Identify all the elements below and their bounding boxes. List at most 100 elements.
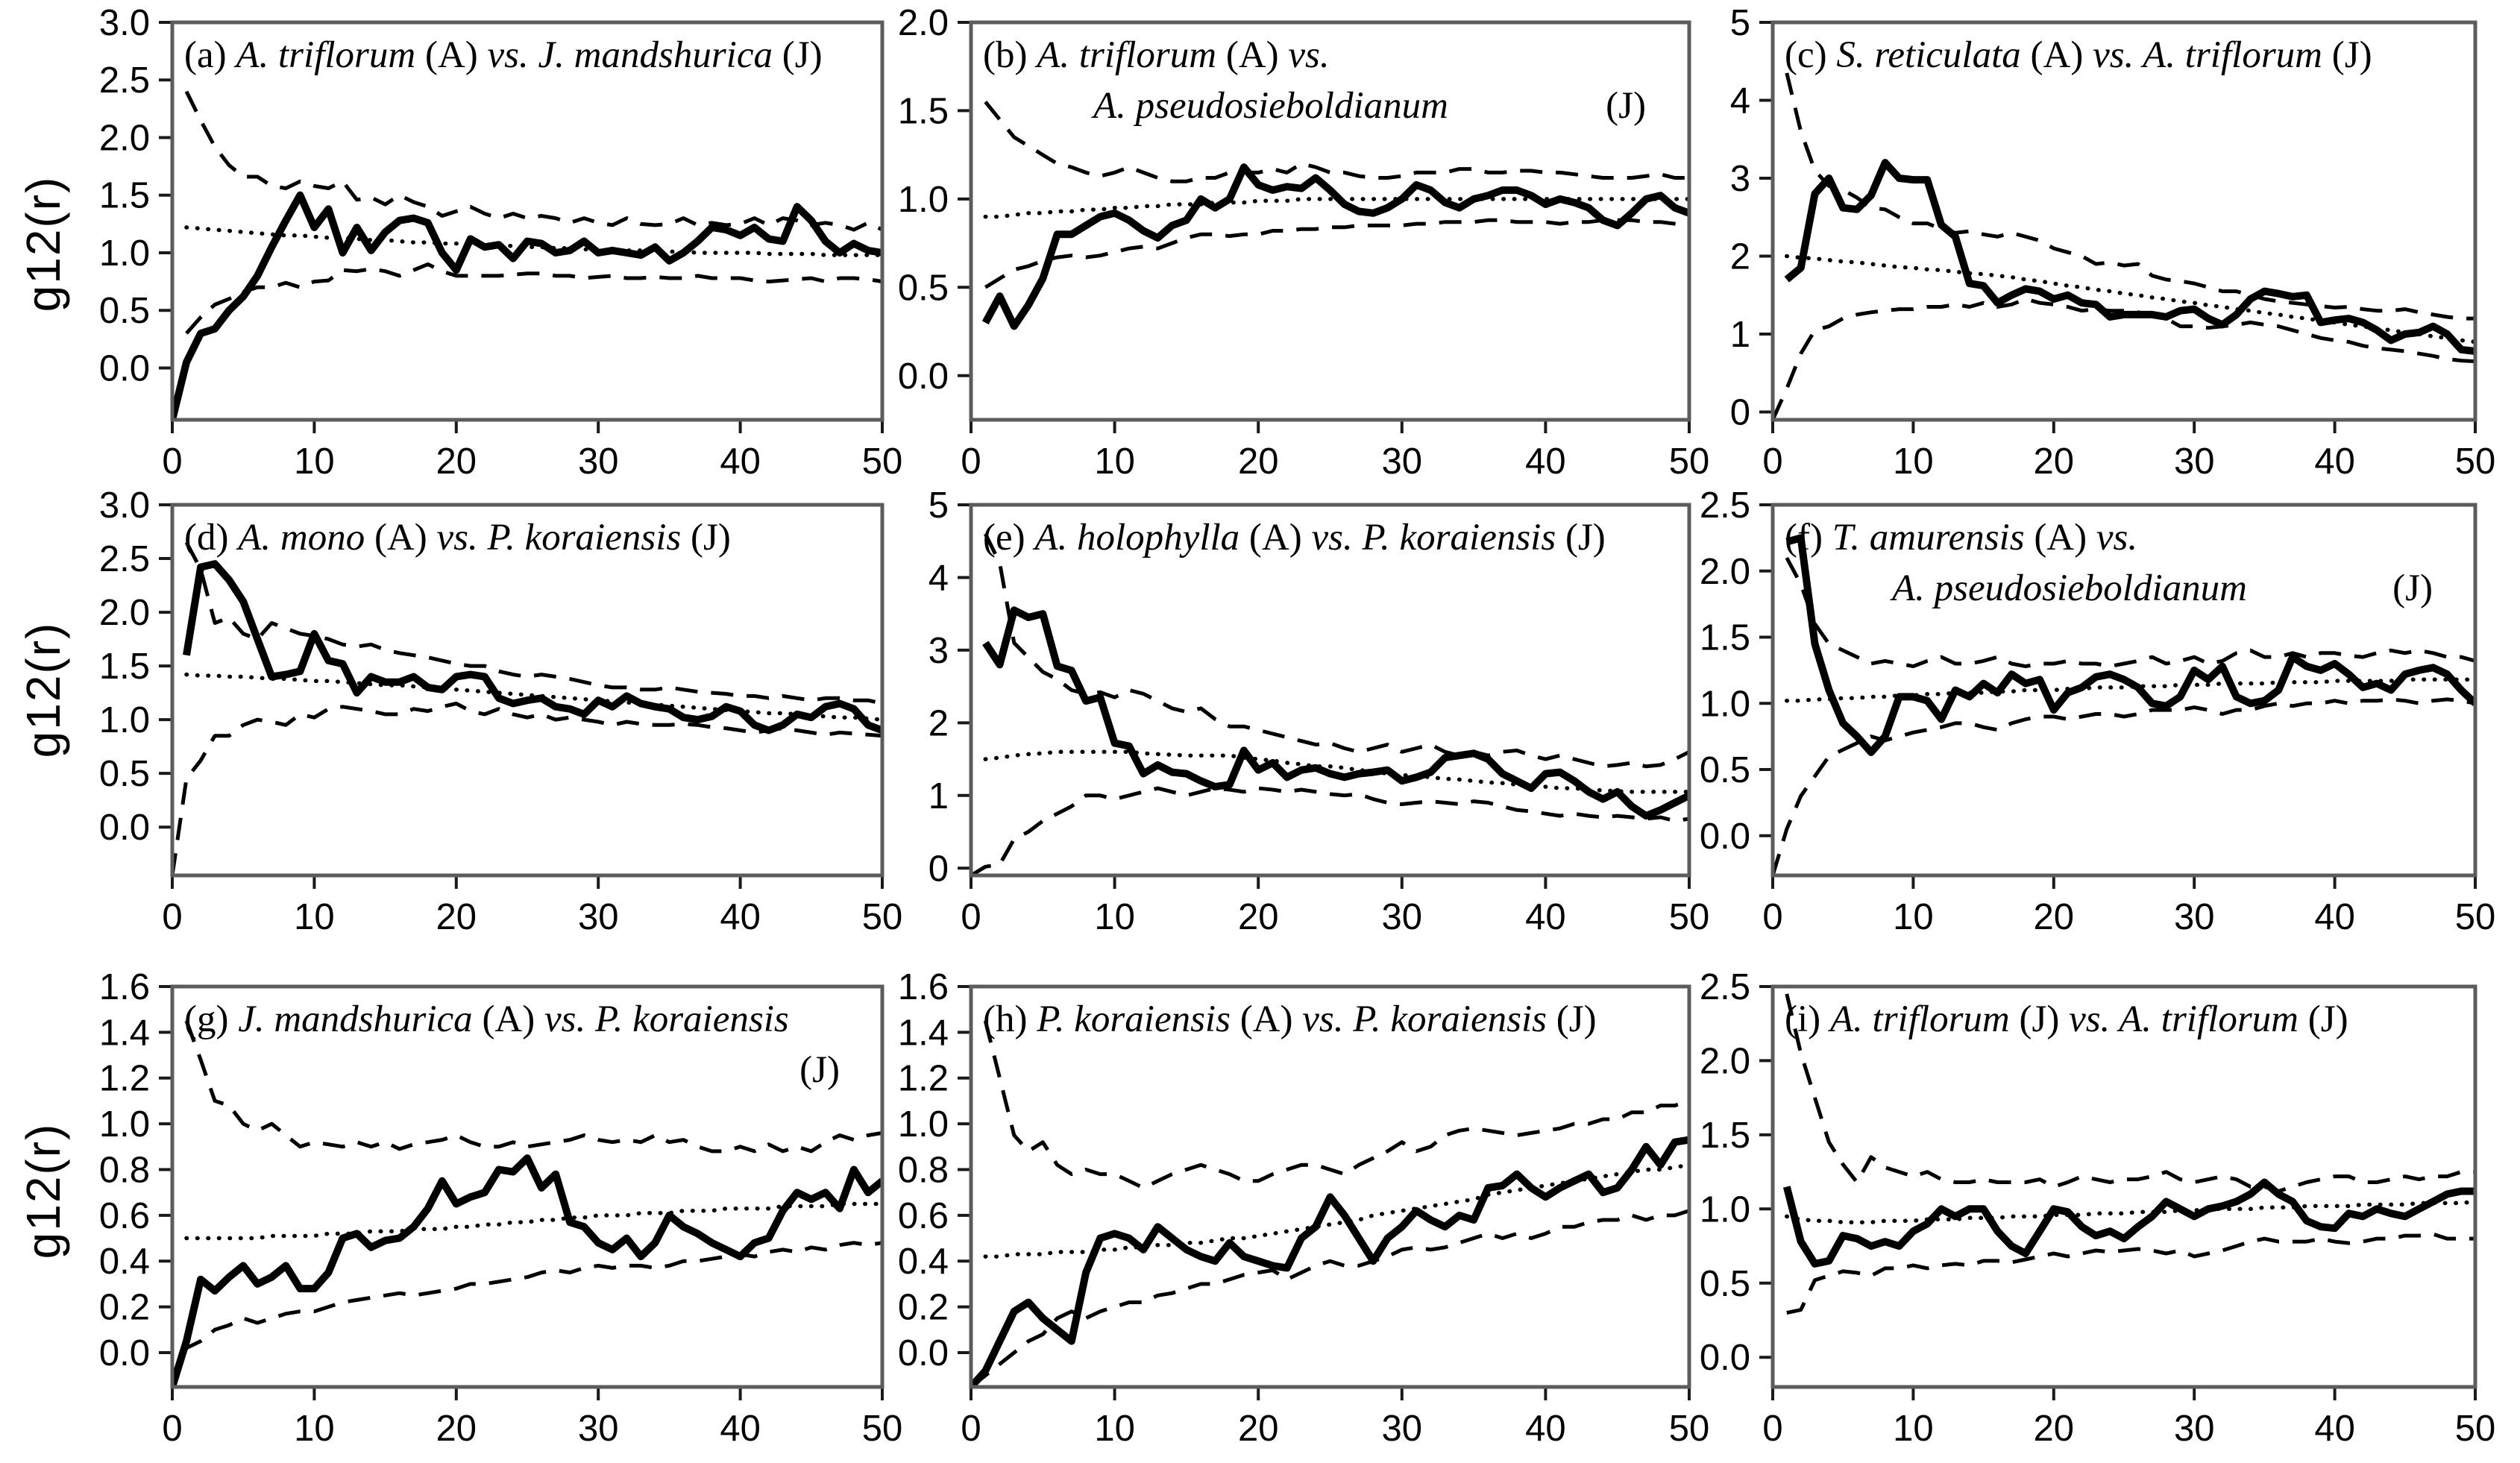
- plot-box: [1770, 20, 2477, 422]
- plot-box: [170, 503, 884, 878]
- y-axis-title-row3: g12(r): [10, 1034, 77, 1347]
- y-tick-label: 2.5: [99, 60, 150, 101]
- y-axis-title: g12(r): [16, 1122, 70, 1259]
- x-tick-label: 0: [1762, 441, 1782, 482]
- x-tick-label: 0: [1762, 897, 1782, 937]
- upper-envelope-line: [184, 541, 883, 705]
- x-tick-label: 40: [720, 441, 761, 482]
- x-tick-label: 40: [2314, 1409, 2355, 1449]
- panel-e: 5 4 3 2 1 0 0 10 20 30 40 50 (e) A. holophylla (A) v…: [928, 485, 1710, 937]
- y-tick-label: 0.0: [1700, 1338, 1750, 1378]
- x-tick-label: 0: [162, 1409, 182, 1449]
- panel-title-line2: A. pseudosieboldianum: [1091, 85, 1448, 127]
- observed-line: [172, 191, 883, 421]
- lower-envelope-line: [1772, 297, 2476, 421]
- x-tick-label: 30: [578, 897, 619, 937]
- y-tick-label: 1.0: [1700, 684, 1750, 724]
- x-tick-label: 30: [2174, 897, 2215, 937]
- y-tick-label: 3.0: [99, 3, 150, 43]
- x-tick-label: 10: [294, 1409, 335, 1449]
- plot-canvas-i: 2.5 2.0 1.5 1.0 0.5 0.0 0 10 20 30 40 50 (i) A. trif…: [1700, 967, 2495, 1449]
- y-tick-label: 0.5: [898, 268, 949, 308]
- y-tick-label: 2.0: [99, 119, 150, 159]
- expected-line: [1785, 254, 2476, 344]
- y-tick-label: 1.0: [898, 1104, 949, 1145]
- y-tick-label: 0.2: [99, 1288, 150, 1328]
- y-tick-label: 3.0: [99, 485, 150, 526]
- x-tick-label: 20: [1238, 897, 1279, 937]
- panel-title-line1: (e) A. holophylla (A) vs. P. koraiensis …: [983, 517, 1606, 559]
- x-tick-label: 50: [2455, 441, 2496, 482]
- y-tick-label: 2.0: [1700, 552, 1750, 592]
- y-tick-label: 1.0: [99, 233, 150, 274]
- y-tick-label: 1.4: [898, 1013, 949, 1053]
- x-tick-label: 20: [1238, 441, 1279, 482]
- x-tick-label: 0: [162, 897, 182, 937]
- x-tick-label: 40: [1525, 1409, 1566, 1449]
- x-tick-label: 0: [961, 897, 981, 937]
- panel-c: 5 4 3 2 1 0 0 10 20 30 40 50 (c) S. reticulata (A) v…: [1730, 3, 2496, 482]
- observed-line: [970, 1136, 1690, 1388]
- panel-title-line1: (c) S. reticulata (A) vs. A. triflorum (…: [1785, 34, 2372, 76]
- x-tick-label: 20: [1238, 1409, 1279, 1449]
- x-tick-label: 10: [1094, 441, 1135, 482]
- upper-envelope-line: [184, 1020, 883, 1154]
- y-tick-label: 0.2: [898, 1288, 949, 1328]
- x-tick-label: 40: [1525, 897, 1566, 937]
- y-tick-label: 2: [1730, 237, 1750, 277]
- x-tick-label: 10: [1893, 1409, 1934, 1449]
- y-tick-label: 1.0: [898, 180, 949, 220]
- y-tick-label: 1.5: [1700, 618, 1750, 658]
- x-tick-label: 30: [578, 441, 619, 482]
- y-axis-title-row1: g12(r): [10, 87, 77, 400]
- y-tick-label: 1.5: [1700, 1116, 1750, 1156]
- y-tick-label: 0: [928, 849, 949, 889]
- x-tick-label: 50: [862, 441, 903, 482]
- y-tick-label: 1.6: [99, 967, 150, 1007]
- x-tick-label: 50: [1669, 897, 1710, 937]
- y-tick-label: 4: [1730, 81, 1750, 122]
- y-tick-label: 1.0: [99, 700, 150, 740]
- y-tick-label: 0.0: [99, 808, 150, 848]
- plot-canvas-b: 2.0 1.5 1.0 0.5 0.0 0 10 20 30 40 50 (b) A. triflor…: [898, 3, 1709, 482]
- plot-box: [1770, 503, 2477, 878]
- lower-envelope-line: [185, 262, 883, 335]
- observed-line: [172, 1154, 883, 1388]
- x-tick-label: 50: [2455, 897, 2496, 937]
- upper-envelope-line: [983, 1020, 1690, 1190]
- y-tick-label: 3: [1730, 159, 1750, 199]
- observed-line: [1784, 159, 2476, 355]
- upper-envelope-line: [984, 101, 1689, 183]
- upper-envelope-line: [1785, 556, 2476, 669]
- upper-envelope-line: [984, 532, 1690, 769]
- expected-line: [1785, 1199, 2476, 1224]
- x-tick-label: 40: [720, 897, 761, 937]
- panel-g: 1.6 1.4 1.2 1.0 0.8 0.6 0.4 0.2 0.0 0 10 20 30 40 50 (g…: [99, 967, 902, 1449]
- y-tick-label: 2.0: [898, 3, 949, 43]
- panel-title-line1: (a) A. triflorum (A) vs. J. mandshurica …: [184, 34, 823, 76]
- lower-envelope-line: [984, 218, 1690, 289]
- x-tick-label: 40: [2314, 441, 2355, 482]
- y-tick-label: 0.5: [1700, 1264, 1750, 1304]
- plot-box: [969, 20, 1691, 422]
- y-tick-label: 2.5: [1700, 967, 1750, 1007]
- y-tick-label: 0.5: [99, 754, 150, 794]
- y-axis-title: g12(r): [16, 175, 70, 312]
- expected-line: [983, 197, 1690, 219]
- y-tick-label: 0.8: [898, 1151, 949, 1191]
- y-tick-label: 0.4: [99, 1242, 150, 1282]
- x-tick-label: 10: [1893, 897, 1934, 937]
- panel-b: 2.0 1.5 1.0 0.5 0.0 0 10 20 30 40 50 (b) A. triflor…: [898, 3, 1709, 482]
- panel-f: 2.5 2.0 1.5 1.0 0.5 0.0 0 10 20 30 40 50 (f) T. amur…: [1700, 485, 2495, 937]
- y-tick-label: 1.0: [99, 1104, 150, 1145]
- y-tick-label: 1: [1730, 315, 1750, 355]
- observed-line: [982, 606, 1690, 820]
- y-tick-label: 0.8: [99, 1151, 150, 1191]
- y-tick-label: 3: [928, 631, 949, 671]
- y-tick-label: 0.4: [898, 1242, 949, 1282]
- x-tick-label: 30: [1382, 897, 1423, 937]
- observed-line: [981, 163, 1690, 330]
- y-tick-label: 0.6: [99, 1196, 150, 1236]
- panel-title-line1: (i) A. triflorum (J) vs. A. triflorum (J…: [1785, 998, 2348, 1040]
